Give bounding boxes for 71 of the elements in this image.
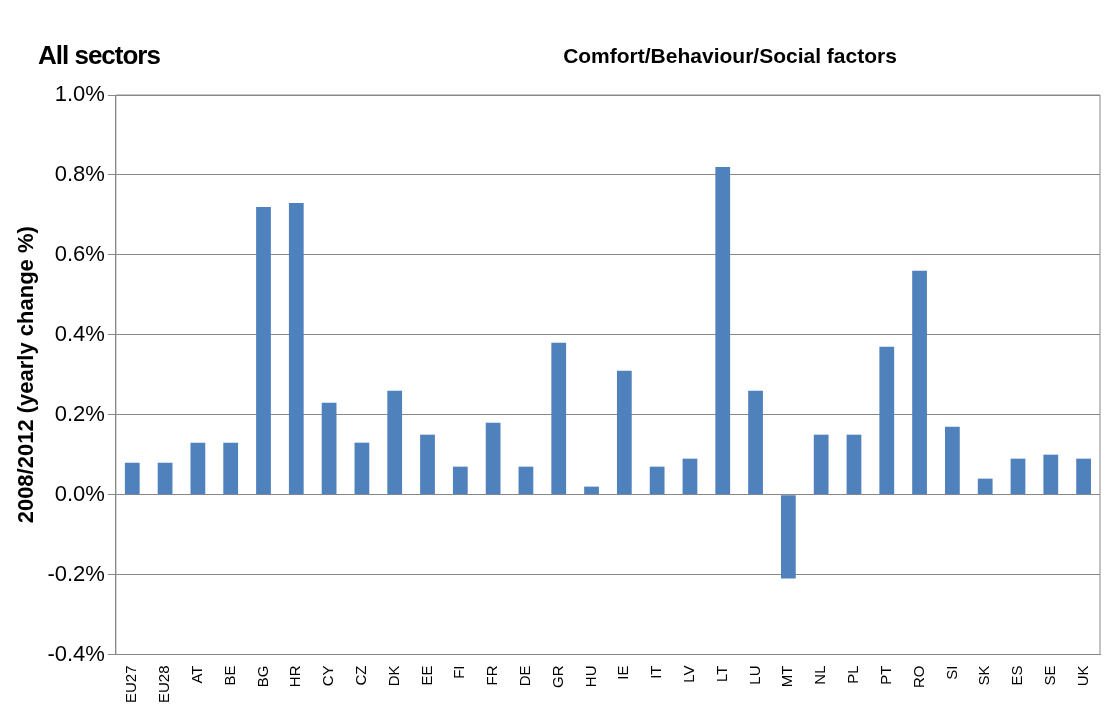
bar (256, 206, 271, 495)
x-tick-label: NL (811, 665, 829, 685)
bar (616, 370, 632, 495)
y-tick-label: 1.0% (54, 81, 105, 107)
bar (420, 434, 435, 495)
y-tick-label: 0.8% (54, 160, 105, 186)
chart-subtitle: Comfort/Behaviour/Social factors (562, 44, 898, 68)
x-tick-label: UK (1073, 665, 1091, 687)
y-tick-label: 0.2% (54, 400, 105, 426)
x-tick-label: CZ (352, 665, 370, 686)
x-tick-label: LU (745, 665, 763, 685)
x-tick-label: DE (516, 665, 534, 687)
x-tick-label: BE (220, 665, 238, 686)
y-axis-title: 2008/2012 (yearly change %) (13, 226, 39, 524)
x-tick-label: CY (319, 665, 337, 687)
x-tick-label: SK (975, 665, 993, 686)
bar (649, 466, 665, 495)
bar (485, 422, 501, 495)
y-tick-label: 0.0% (54, 480, 105, 506)
x-tick-label: HU (581, 665, 599, 688)
x-tick-label: PT (876, 665, 894, 685)
bar (682, 458, 698, 495)
x-tick-label: ES (1008, 665, 1026, 686)
x-tick-label: LT (712, 665, 730, 682)
x-tick-label: IT (647, 665, 665, 679)
bar (157, 462, 173, 495)
x-tick-label: HR (286, 665, 304, 688)
bar (321, 402, 337, 495)
bar (518, 466, 534, 495)
bar (1043, 454, 1059, 495)
bar (715, 166, 731, 495)
bar (387, 390, 403, 495)
bar (780, 495, 796, 579)
bar (190, 442, 206, 495)
bar (813, 434, 829, 495)
x-tick-label: RO (909, 665, 927, 688)
y-tick-label: -0.4% (47, 640, 105, 666)
y-tick-label: -0.2% (47, 560, 105, 586)
bar (223, 442, 239, 495)
x-tick-label: EE (417, 665, 435, 686)
bar (584, 486, 599, 495)
bar (452, 466, 468, 495)
bar (879, 346, 895, 495)
x-tick-label: EU28 (155, 665, 173, 704)
bar (124, 462, 140, 495)
x-tick-label: DK (384, 665, 402, 687)
x-tick-label: GR (548, 665, 566, 688)
x-tick-label: FR (483, 665, 501, 686)
x-tick-label: AT (188, 665, 206, 684)
x-tick-label: SE (1040, 665, 1058, 686)
bar (1076, 458, 1091, 495)
bar (354, 442, 370, 495)
x-tick-label: LV (680, 665, 698, 683)
bar (945, 426, 960, 495)
x-tick-label: PL (844, 665, 862, 684)
x-tick-label: IE (614, 665, 632, 680)
x-tick-label: FI (450, 665, 468, 679)
bar (748, 390, 763, 495)
y-tick-label: 0.4% (54, 320, 105, 346)
bar (1010, 458, 1026, 495)
x-tick-label: EU27 (122, 665, 140, 704)
chart-title: All sectors (38, 40, 160, 71)
bar (846, 434, 862, 495)
bar (977, 478, 993, 495)
x-tick-label: SI (942, 665, 960, 680)
y-tick-label: 0.6% (54, 240, 105, 266)
bar (551, 342, 567, 495)
bar (288, 202, 304, 495)
bar (912, 270, 927, 495)
x-tick-label: BG (253, 665, 271, 688)
x-tick-label: MT (778, 665, 796, 688)
